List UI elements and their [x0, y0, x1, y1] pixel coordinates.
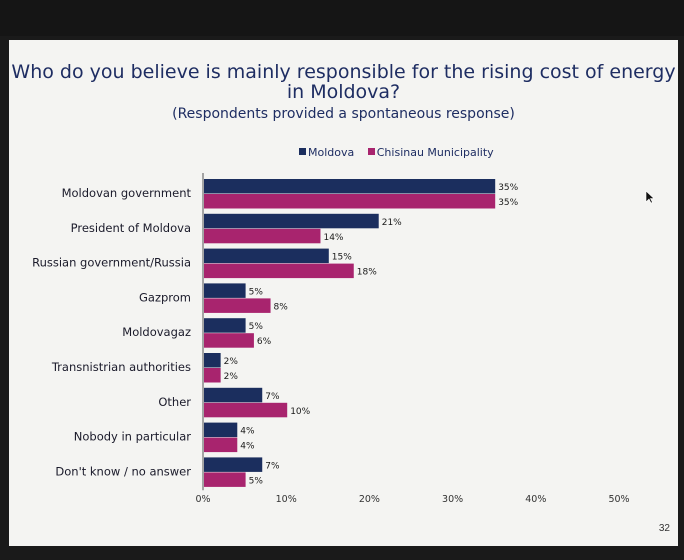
chart-legend: Moldova Chisinau Municipality — [299, 146, 504, 159]
bar-chisinau — [204, 194, 496, 209]
legend-item-chisinau: Chisinau Municipality — [367, 146, 494, 159]
data-label: 18% — [357, 268, 377, 278]
bar-moldova — [204, 387, 263, 403]
bar-chisinau — [204, 368, 221, 383]
data-label: 15% — [332, 253, 352, 263]
page-number: 32 — [658, 523, 670, 534]
bar-chisinau — [204, 298, 271, 313]
category-label: Moldovagaz — [122, 325, 191, 339]
bar-moldova — [204, 283, 246, 298]
chart-subtitle: (Respondents provided a spontaneous resp… — [172, 106, 515, 122]
bar-chart: Moldovan government 35% 35% President of Mo… — [32, 173, 630, 505]
data-label: 2% — [224, 372, 239, 382]
bar-chisinau — [204, 472, 246, 487]
legend-label-moldova: Moldova — [308, 146, 355, 159]
data-label: 4% — [240, 427, 255, 437]
x-tick-label: 50% — [608, 494, 629, 505]
bar-moldova — [204, 353, 221, 368]
category-label: President of Moldova — [71, 221, 191, 235]
bar-moldova — [204, 179, 496, 194]
data-label: 35% — [498, 183, 518, 193]
x-tick-label: 0% — [195, 494, 210, 505]
data-label: 7% — [265, 392, 280, 402]
x-tick-label: 30% — [442, 494, 463, 505]
data-label: 35% — [498, 198, 518, 208]
x-tick-label: 10% — [276, 494, 297, 505]
bar-moldova — [204, 213, 379, 229]
data-label: 7% — [265, 461, 280, 471]
window-top-strip — [0, 0, 684, 36]
x-tick-label: 20% — [359, 494, 380, 505]
presentation-slide: Who do you believe is mainly responsible… — [9, 40, 678, 546]
data-label: 5% — [249, 476, 264, 486]
category-label: Russian government/Russia — [32, 256, 191, 270]
category-label: Other — [158, 395, 191, 409]
legend-item-moldova: Moldova — [299, 146, 354, 159]
bar-chisinau — [204, 437, 238, 453]
data-label: 14% — [323, 233, 343, 243]
data-label: 8% — [274, 302, 289, 312]
bar-chisinau — [204, 228, 321, 244]
data-label: 5% — [249, 322, 264, 332]
data-label: 4% — [240, 442, 255, 452]
bar-moldova — [204, 248, 329, 264]
category-label: Transnistrian authorities — [51, 360, 191, 374]
bar-moldova — [204, 422, 238, 438]
data-label: 2% — [224, 357, 239, 367]
bar-chisinau — [204, 263, 354, 279]
legend-swatch-moldova — [299, 148, 306, 155]
category-label: Nobody in particular — [74, 430, 192, 444]
bar-moldova — [204, 318, 246, 333]
legend-label-chisinau: Chisinau Municipality — [376, 146, 494, 159]
category-label: Gazprom — [139, 290, 191, 304]
data-label: 10% — [290, 407, 310, 417]
category-label: Moldovan government — [62, 186, 192, 200]
bar-chisinau — [204, 333, 254, 348]
bar-moldova — [204, 457, 263, 472]
category-label: Don't know / no answer — [55, 464, 191, 478]
legend-swatch-chisinau — [367, 148, 375, 155]
chart-title: Who do you believe is mainly responsible… — [11, 61, 676, 103]
mouse-cursor-icon — [645, 190, 655, 204]
data-label: 6% — [257, 337, 272, 347]
data-label: 21% — [382, 218, 402, 228]
x-tick-label: 40% — [525, 494, 546, 505]
bar-chisinau — [204, 402, 288, 418]
data-label: 5% — [249, 287, 264, 297]
